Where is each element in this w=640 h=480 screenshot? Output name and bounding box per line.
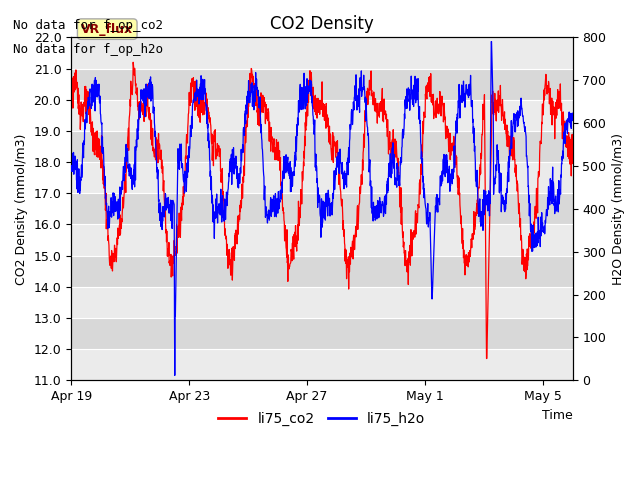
X-axis label: Time: Time: [542, 408, 573, 421]
Legend: li75_co2, li75_h2o: li75_co2, li75_h2o: [213, 407, 431, 432]
Bar: [71, 318, 573, 349]
Y-axis label: CO2 Density (mmol/m3): CO2 Density (mmol/m3): [15, 133, 28, 285]
Bar: [71, 287, 573, 318]
Bar: [71, 193, 573, 225]
Bar: [71, 225, 573, 255]
Title: CO2 Density: CO2 Density: [270, 15, 374, 33]
Bar: [71, 131, 573, 162]
Text: No data for f_op_h2o: No data for f_op_h2o: [13, 43, 163, 56]
Text: No data for f_op_co2: No data for f_op_co2: [13, 19, 163, 32]
Bar: [71, 349, 573, 380]
Bar: [71, 69, 573, 100]
Bar: [71, 255, 573, 287]
Bar: [71, 162, 573, 193]
Y-axis label: H2O Density (mmol/m3): H2O Density (mmol/m3): [612, 133, 625, 285]
Bar: [71, 37, 573, 69]
Bar: [71, 100, 573, 131]
Text: VR_flux: VR_flux: [81, 23, 133, 36]
